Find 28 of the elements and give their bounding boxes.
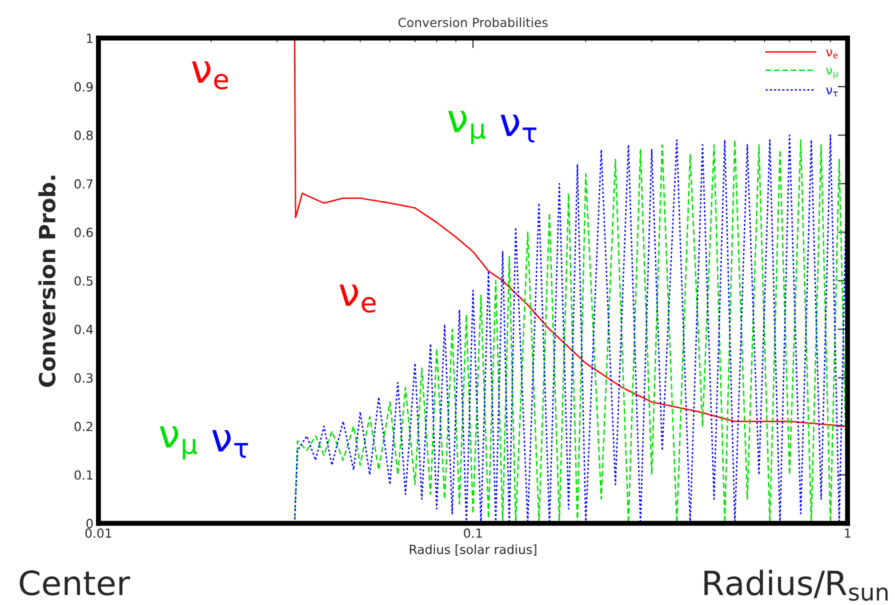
y-tick-label: 0.2 bbox=[74, 422, 92, 432]
annotation: ν$_{τ}$ bbox=[500, 114, 536, 142]
y-tick-label: 0 bbox=[86, 518, 93, 528]
legend-label: ν$_{μ}$ bbox=[826, 68, 838, 79]
annotation: ν$_{e}$ bbox=[192, 61, 228, 90]
annotation: ν$_{e}$ bbox=[340, 284, 376, 313]
y-tick-label: 0.1 bbox=[74, 470, 92, 480]
y-tick-label: 0.3 bbox=[74, 373, 93, 383]
annotation: ν$_{μ}$ bbox=[160, 426, 198, 460]
x-tick-label: 0.01 bbox=[85, 528, 112, 538]
chart-title: Conversion Probabilities bbox=[398, 18, 548, 28]
annotation: ν$_{μ}$ bbox=[448, 110, 486, 144]
y-tick-label: 0.4 bbox=[74, 324, 93, 334]
legend-label: ν$_{τ}$ bbox=[826, 87, 838, 96]
x-tick-label: 0.1 bbox=[464, 528, 482, 538]
y-tick-label: 0.9 bbox=[74, 82, 93, 92]
y-tick-label: 0.7 bbox=[74, 179, 93, 189]
legend-label: ν$_{e}$ bbox=[826, 49, 838, 58]
annotation: ν$_{τ}$ bbox=[212, 430, 248, 458]
y-tick-label: 0.6 bbox=[74, 228, 93, 238]
text: Center bbox=[20, 570, 130, 596]
x-tick-label: 1 bbox=[844, 528, 850, 538]
y-tick-label: 0.5 bbox=[74, 276, 92, 286]
x-axis-title: Radius [solar radius] bbox=[410, 544, 536, 556]
text: Radius/R$_{sun}$ bbox=[704, 570, 888, 601]
y-tick-label: 1 bbox=[87, 34, 92, 43]
y-axis-title: Conversion Prob. bbox=[38, 176, 56, 387]
y-tick-label: 0.8 bbox=[74, 130, 93, 140]
